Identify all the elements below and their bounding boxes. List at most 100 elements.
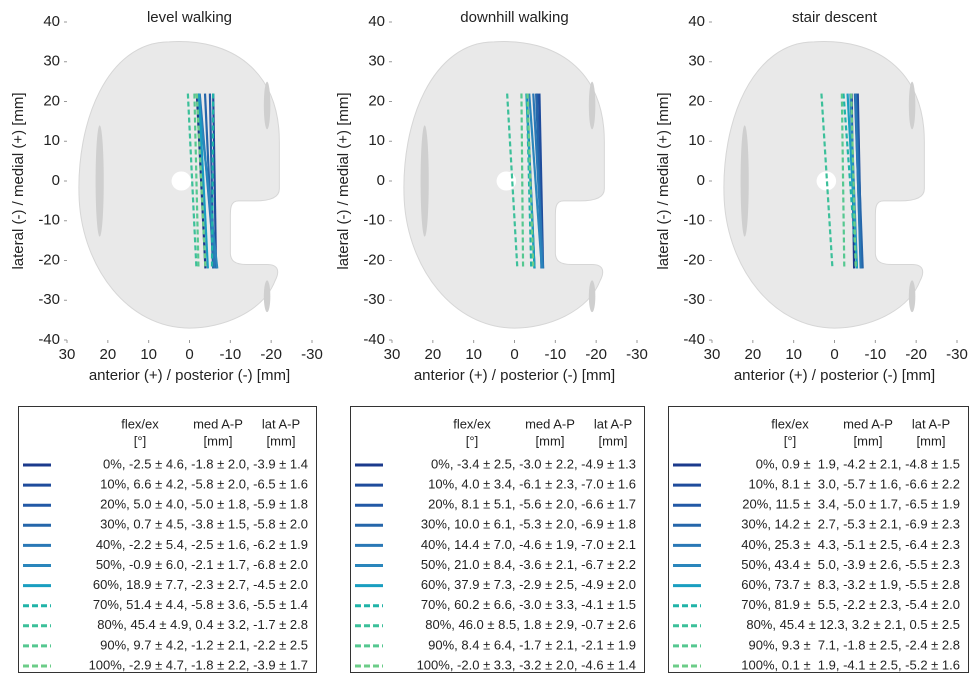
x-tick-label: -30 [301,346,323,363]
y-axis-label: lateral (-) / medial (+) [mm] [655,92,672,269]
plateau-hole [497,171,517,190]
x-tick-label: -10 [544,346,566,363]
legend-header: lat A-P [594,416,632,431]
legend-header: med A-P [843,416,893,431]
x-tick-label: 0 [185,346,193,363]
y-tick-label: 0 [377,172,385,189]
x-tick-label: 0 [830,346,838,363]
y-tick-label: -30 [38,291,60,308]
y-tick-label: -40 [363,331,385,348]
plateau-groove [909,280,916,312]
legend-entry: 30%, 14.2 ± 2.7, -5.3 ± 2.1, -6.9 ± 2.3 [741,517,960,532]
chart-title: level walking [147,9,232,26]
x-tick-label: 0 [510,346,518,363]
panel: -40-30-20-100102030403020100-10-20-30lev… [10,9,323,384]
y-tick-label: -20 [683,251,705,268]
legend-header: lat A-P [262,416,300,431]
legend-entry: 60%, 18.9 ± 7.7, -2.3 ± 2.7, -4.5 ± 2.0 [93,577,308,592]
y-axis-label: lateral (-) / medial (+) [mm] [335,92,352,269]
x-tick-label: 30 [59,346,76,363]
legend-header: [mm] [854,433,883,448]
y-tick-label: -40 [38,331,60,348]
legend-entry: 0%, -2.5 ± 4.6, -1.8 ± 2.0, -3.9 ± 1.4 [103,456,308,471]
y-tick-label: 40 [43,13,60,30]
legend-entry: 50%, -0.9 ± 6.0, -2.1 ± 1.7, -6.8 ± 2.0 [96,557,308,572]
legend-entry: 70%, 60.2 ± 6.6, -3.0 ± 3.3, -4.1 ± 1.5 [421,597,636,612]
x-tick-label: 30 [704,346,721,363]
y-tick-label: 20 [688,92,705,109]
x-tick-label: 20 [424,346,441,363]
y-tick-label: 10 [368,132,385,149]
x-tick-label: 10 [785,346,802,363]
x-axis-label: anterior (+) / posterior (-) [mm] [414,367,615,384]
legend-entry: 0%, 0.9 ± 1.9, -4.2 ± 2.1, -4.8 ± 1.5 [756,456,960,471]
legend: flex/ex[°]med A-P[mm]lat A-P[mm]0%, -3.4… [351,407,645,673]
x-tick-label: 10 [140,346,157,363]
x-tick-label: -20 [260,346,282,363]
legend-entry: 10%, 8.1 ± 3.0, -5.7 ± 1.6, -6.6 ± 2.2 [749,477,960,492]
legend: flex/ex[°]med A-P[mm]lat A-P[mm]0%, 0.9 … [669,407,969,673]
y-tick-label: 40 [368,13,385,30]
plateau-groove [589,280,596,312]
x-tick-label: -30 [626,346,648,363]
y-tick-label: 30 [688,53,705,70]
legend-entry: 90%, 9.7 ± 4.2, -1.2 ± 2.1, -2.2 ± 2.5 [100,637,308,652]
legend-header: med A-P [525,416,575,431]
legend-entry: 10%, 6.6 ± 4.2, -5.8 ± 2.0, -6.5 ± 1.6 [100,477,308,492]
y-tick-label: 0 [697,172,705,189]
plateau-groove [909,82,916,130]
legend-entry: 70%, 81.9 ± 5.5, -2.2 ± 2.3, -5.4 ± 2.0 [741,597,960,612]
legend-header: [°] [466,433,478,448]
legend-entry: 50%, 21.0 ± 8.4, -3.6 ± 2.1, -6.7 ± 2.2 [421,557,636,572]
y-tick-label: -10 [683,212,705,229]
x-tick-label: -20 [905,346,927,363]
x-tick-label: 20 [99,346,116,363]
legend-header: lat A-P [912,416,950,431]
legend-entry: 80%, 45.4 ± 12.3, 3.2 ± 2.1, 0.5 ± 2.5 [746,617,960,632]
y-tick-label: 20 [43,92,60,109]
x-tick-label: -30 [946,346,968,363]
plateau-groove [589,82,596,130]
legend-entry: 90%, 9.3 ± 7.1, -1.8 ± 2.5, -2.4 ± 2.8 [749,637,960,652]
legend-entry: 100%, 0.1 ± 1.9, -4.1 ± 2.5, -5.2 ± 1.6 [741,657,960,672]
x-tick-label: -10 [219,346,241,363]
y-tick-label: 10 [688,132,705,149]
legend-entry: 40%, 25.3 ± 4.3, -5.1 ± 2.5, -6.4 ± 2.3 [741,537,960,552]
legend-entry: 30%, 10.0 ± 6.1, -5.3 ± 2.0, -6.9 ± 1.8 [421,517,636,532]
legend-entry: 90%, 8.4 ± 6.4, -1.7 ± 2.1, -2.1 ± 1.9 [428,637,636,652]
x-tick-label: -20 [585,346,607,363]
plateau-groove [741,125,749,236]
legend-entry: 40%, 14.4 ± 7.0, -4.6 ± 1.9, -7.0 ± 2.1 [421,537,636,552]
y-tick-label: -30 [363,291,385,308]
legend-header: [mm] [917,433,946,448]
legend-entry: 20%, 11.5 ± 3.4, -5.0 ± 1.7, -6.5 ± 1.9 [742,497,960,512]
legend-header: [mm] [536,433,565,448]
y-axis-label: lateral (-) / medial (+) [mm] [10,92,27,269]
legend: flex/ex[°]med A-P[mm]lat A-P[mm]0%, -2.5… [19,407,317,673]
legend-entry: 100%, -2.9 ± 4.7, -1.8 ± 2.2, -3.9 ± 1.7 [89,657,308,672]
y-tick-label: 40 [688,13,705,30]
y-tick-label: -20 [363,251,385,268]
page: {"chart_data": [ {"type": "line", "title… [0,0,973,676]
x-tick-label: 20 [744,346,761,363]
legend-entry: 100%, -2.0 ± 3.3, -3.2 ± 2.0, -4.6 ± 1.4 [417,657,636,672]
tibial-plateau [404,42,604,329]
y-tick-label: 30 [368,53,385,70]
legend-entry: 80%, 45.4 ± 4.9, 0.4 ± 3.2, -1.7 ± 2.8 [97,617,308,632]
y-tick-label: -10 [363,212,385,229]
legend-header: med A-P [193,416,243,431]
x-tick-label: 10 [465,346,482,363]
legend-entry: 20%, 5.0 ± 4.0, -5.0 ± 1.8, -5.9 ± 1.8 [100,497,308,512]
legend-header: [mm] [599,433,628,448]
legend-entry: 0%, -3.4 ± 2.5, -3.0 ± 2.2, -4.9 ± 1.3 [431,456,636,471]
legend-entry: 50%, 43.4 ± 5.0, -3.9 ± 2.6, -5.5 ± 2.3 [741,557,960,572]
tibial-plateau [724,42,924,329]
x-tick-label: -10 [864,346,886,363]
tibial-plateau [79,42,279,329]
x-axis-label: anterior (+) / posterior (-) [mm] [89,367,290,384]
legend-header: flex/ex [771,416,809,431]
legend-entry: 60%, 73.7 ± 8.3, -3.2 ± 1.9, -5.5 ± 2.8 [741,577,960,592]
x-axis-label: anterior (+) / posterior (-) [mm] [734,367,935,384]
